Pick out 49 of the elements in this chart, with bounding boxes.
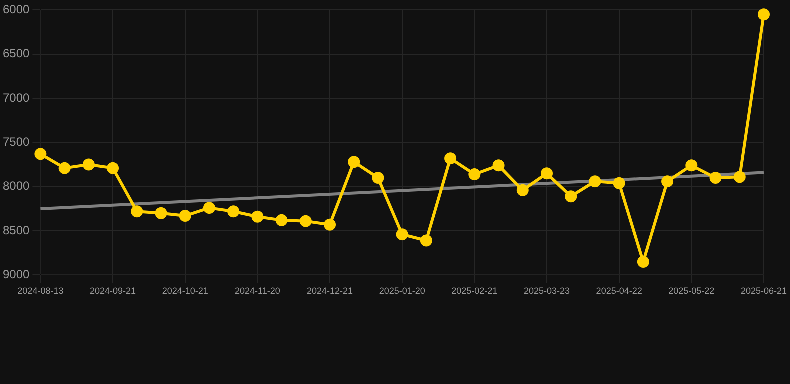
point [179, 210, 192, 222]
point [468, 168, 481, 180]
point [276, 214, 288, 226]
y-tick-label: 7000 [2, 90, 30, 105]
x-tick-label: 2025-06-21 [740, 286, 788, 296]
point [58, 162, 71, 174]
point [372, 172, 384, 184]
y-tick-label: 6000 [2, 2, 30, 17]
point [155, 207, 168, 220]
point [396, 228, 408, 241]
point [516, 184, 529, 196]
x-tick-label: 2025-04-22 [596, 286, 642, 296]
point [565, 190, 578, 203]
x-tick-label: 2025-02-21 [452, 286, 498, 296]
point [662, 176, 674, 188]
point [300, 215, 312, 228]
x-tick-label: 2024-08-13 [18, 286, 64, 296]
x-tick-label: 2024-09-21 [90, 286, 136, 296]
point [348, 156, 360, 168]
point [637, 256, 650, 268]
point [758, 8, 770, 21]
point [589, 176, 602, 188]
point [710, 172, 722, 184]
point [34, 148, 47, 160]
point [252, 210, 264, 223]
point [131, 206, 144, 218]
x-tick-label: 2024-10-21 [162, 286, 208, 296]
y-tick-label: 7500 [2, 135, 30, 150]
x-tick-label: 2024-12-21 [306, 286, 354, 296]
x-tick-label: 2025-03-23 [524, 286, 570, 296]
y-tick-label: 9000 [2, 268, 30, 282]
point [324, 218, 336, 231]
x-tick-label: 2025-01-20 [379, 286, 426, 296]
point [107, 162, 120, 174]
point [492, 160, 505, 172]
point [82, 158, 95, 171]
point [686, 160, 698, 172]
x-tick-label: 2024-11-20 [234, 286, 280, 296]
point [540, 168, 553, 180]
point [228, 206, 240, 218]
y-tick-label: 8000 [2, 179, 30, 194]
point [734, 171, 746, 184]
point [613, 177, 626, 190]
x-tick-label: 2025-05-22 [668, 286, 715, 296]
y-tick-label: 8500 [2, 223, 30, 238]
point [444, 152, 457, 165]
point [420, 234, 432, 247]
point [203, 202, 216, 214]
y-tick-label: 6500 [2, 46, 30, 61]
